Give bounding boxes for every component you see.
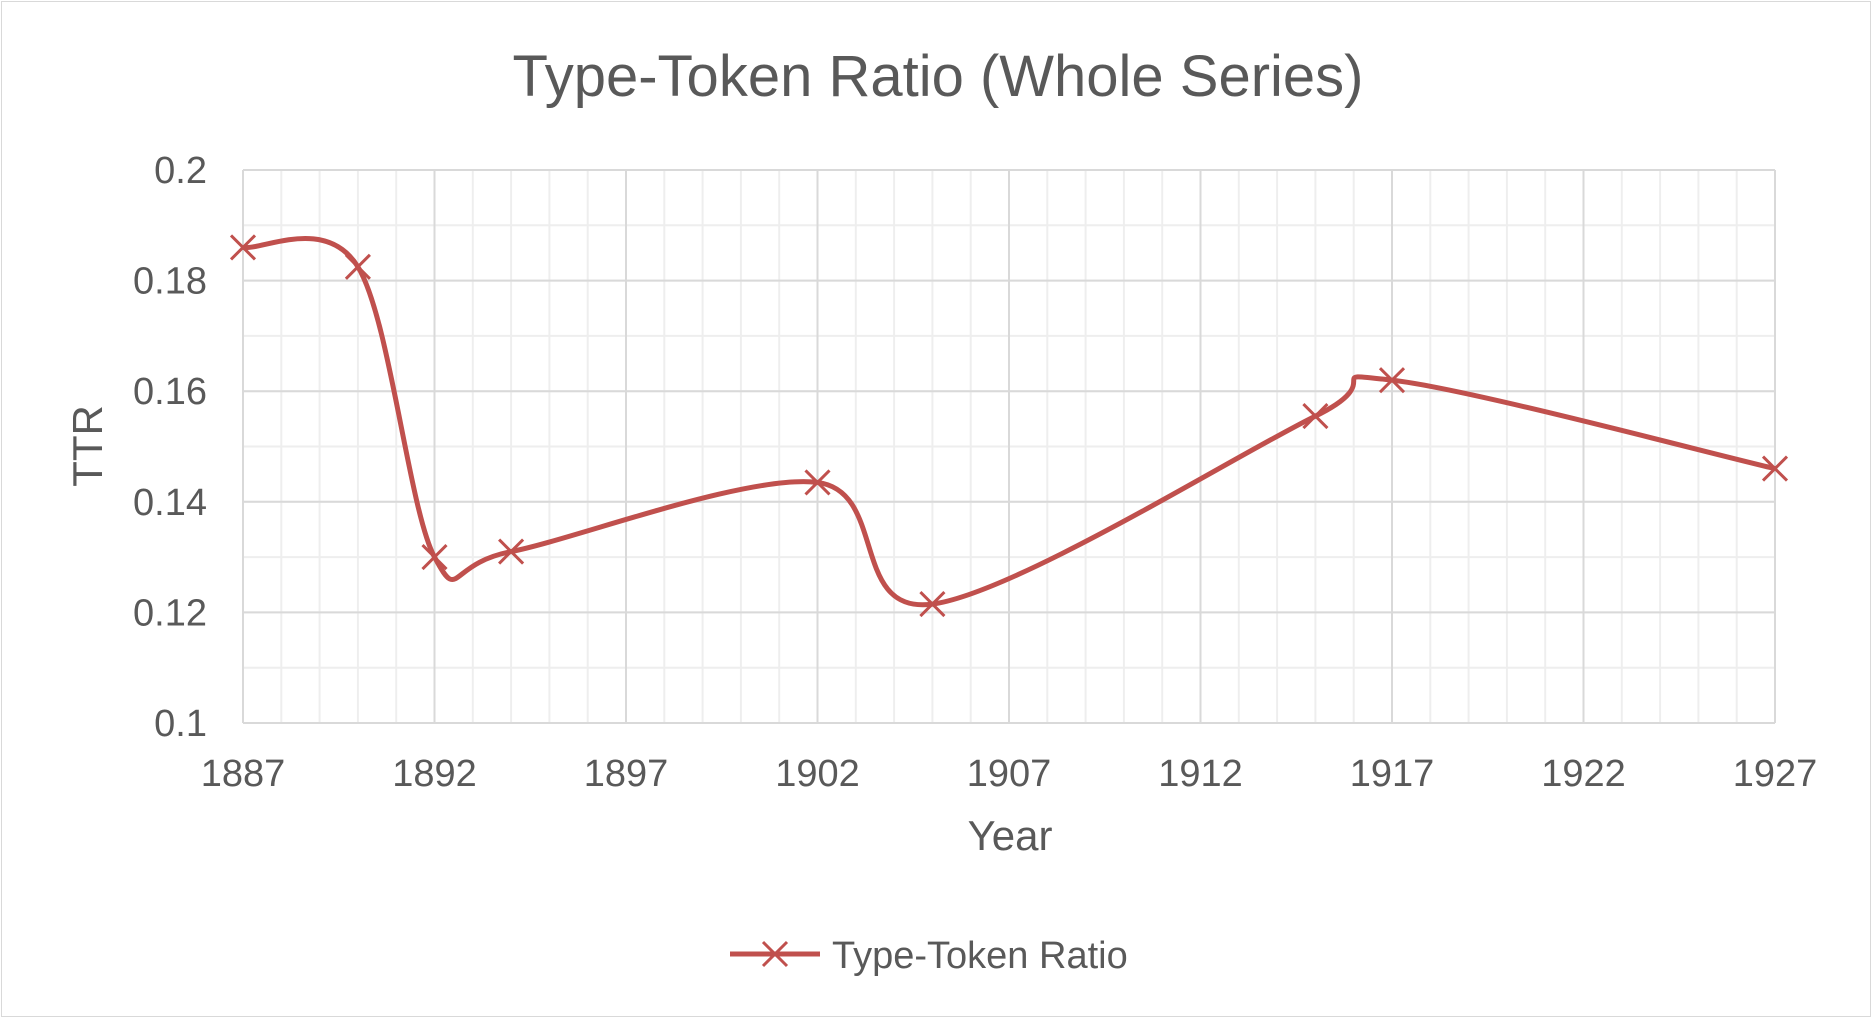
x-tick-label: 1922 xyxy=(1541,753,1626,795)
series-type-token-ratio xyxy=(229,234,1789,618)
y-axis-ticks: 0.1 0.12 0.14 0.16 0.18 0.2 xyxy=(133,150,207,745)
x-tick-label: 1897 xyxy=(584,753,669,795)
data-point-x-marker xyxy=(344,253,371,280)
x-tick-label: 1927 xyxy=(1733,753,1818,795)
data-point-x-marker xyxy=(804,469,831,496)
x-tick-label: 1912 xyxy=(1158,753,1243,795)
x-marker-stroke xyxy=(1761,455,1789,482)
chart-title: Type-Token Ratio (Whole Series) xyxy=(513,44,1364,109)
legend[interactable]: Type-Token Ratio xyxy=(730,935,1128,977)
x-marker-stroke xyxy=(804,469,831,496)
x-tick-label: 1892 xyxy=(392,753,477,795)
y-tick-label: 0.1 xyxy=(154,703,207,745)
data-point-x-marker xyxy=(1378,367,1406,394)
data-point-x-marker xyxy=(229,234,257,261)
x-axis-label: Year xyxy=(968,812,1053,859)
data-point-x-marker xyxy=(1302,403,1329,430)
legend-label: Type-Token Ratio xyxy=(832,935,1128,977)
y-tick-label: 0.12 xyxy=(133,592,207,634)
x-marker-stroke xyxy=(919,591,946,618)
data-point-x-marker xyxy=(421,544,448,571)
y-tick-label: 0.2 xyxy=(154,150,207,192)
data-point-x-marker xyxy=(919,591,946,618)
data-point-x-marker xyxy=(1761,455,1789,482)
x-marker-stroke xyxy=(344,253,371,280)
y-tick-label: 0.16 xyxy=(133,371,207,413)
x-axis-ticks: 1887 1892 1897 1902 1907 1912 1917 1922 1927 xyxy=(201,753,1818,795)
x-tick-label: 1887 xyxy=(201,753,286,795)
y-tick-label: 0.18 xyxy=(133,261,207,303)
y-tick-label: 0.14 xyxy=(133,482,207,524)
x-tick-label: 1902 xyxy=(775,753,860,795)
x-tick-label: 1907 xyxy=(967,753,1052,795)
y-axis-label: TTR xyxy=(64,405,111,487)
x-marker-stroke xyxy=(498,538,525,565)
x-marker-stroke xyxy=(1302,403,1329,430)
legend-x-marker-icon xyxy=(761,940,789,968)
legend-marker-stroke xyxy=(761,940,789,968)
x-marker-stroke xyxy=(421,544,448,571)
data-point-x-marker xyxy=(498,538,525,565)
series-line xyxy=(242,236,1776,608)
x-tick-label: 1917 xyxy=(1350,753,1435,795)
x-marker-stroke xyxy=(229,234,257,261)
x-marker-stroke xyxy=(1378,367,1406,394)
major-gridlines xyxy=(242,169,1776,724)
